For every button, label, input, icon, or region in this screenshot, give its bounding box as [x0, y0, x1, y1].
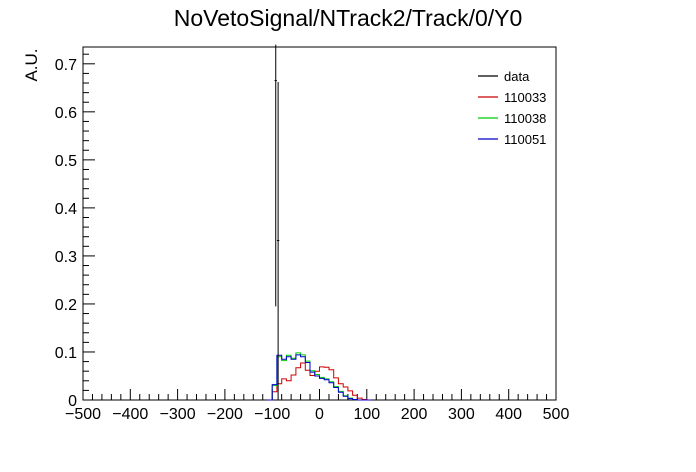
- data-point: [274, 44, 277, 307]
- series-110051-histogram: [267, 354, 372, 401]
- y-tick-label: 0.5: [55, 153, 77, 170]
- legend: data 110033 110038 110051: [478, 69, 546, 147]
- x-tick-label: 500: [543, 406, 570, 423]
- legend-label: 110051: [504, 132, 546, 147]
- legend-entry-110051: 110051: [478, 132, 546, 147]
- y-tick-label: 0: [68, 393, 77, 410]
- plot-area: −500 −400 −300 −200 −100 0 100 200 300 400 500 0 0.1…: [55, 44, 570, 423]
- x-tick-label: 0: [315, 406, 324, 423]
- legend-label: 110033: [504, 90, 546, 105]
- chart-title: NoVetoSignal/NTrack2/Track/0/Y0: [174, 5, 523, 31]
- legend-entry-110038: 110038: [478, 111, 546, 126]
- y-tick-label: 0.3: [55, 249, 77, 266]
- x-tick-label: −500: [65, 406, 101, 423]
- legend-label: 110038: [504, 111, 546, 126]
- series-110033-histogram: [267, 362, 372, 401]
- x-tick-label: 300: [448, 406, 475, 423]
- x-tick-label: −200: [207, 406, 243, 423]
- legend-label: data: [504, 69, 530, 84]
- x-tick-label: 200: [401, 406, 428, 423]
- x-tick-label: 400: [495, 406, 522, 423]
- y-tick-label: 0.4: [55, 201, 77, 218]
- y-axis-label: A.U.: [22, 48, 41, 81]
- x-tick-label: 100: [353, 406, 380, 423]
- y-tick-label: 0.1: [55, 345, 77, 362]
- y-tick-label: 0.2: [55, 297, 77, 314]
- data-point: [276, 82, 280, 400]
- y-tick-label: 0.6: [55, 105, 77, 122]
- x-tick-label: −400: [112, 406, 148, 423]
- plot-frame: [82, 46, 557, 401]
- legend-entry-110033: 110033: [478, 90, 546, 105]
- x-tick-label: −300: [160, 406, 196, 423]
- x-tick-label: −100: [254, 406, 290, 423]
- y-tick-label: 0.7: [55, 57, 77, 74]
- legend-entry-data: data: [478, 69, 530, 84]
